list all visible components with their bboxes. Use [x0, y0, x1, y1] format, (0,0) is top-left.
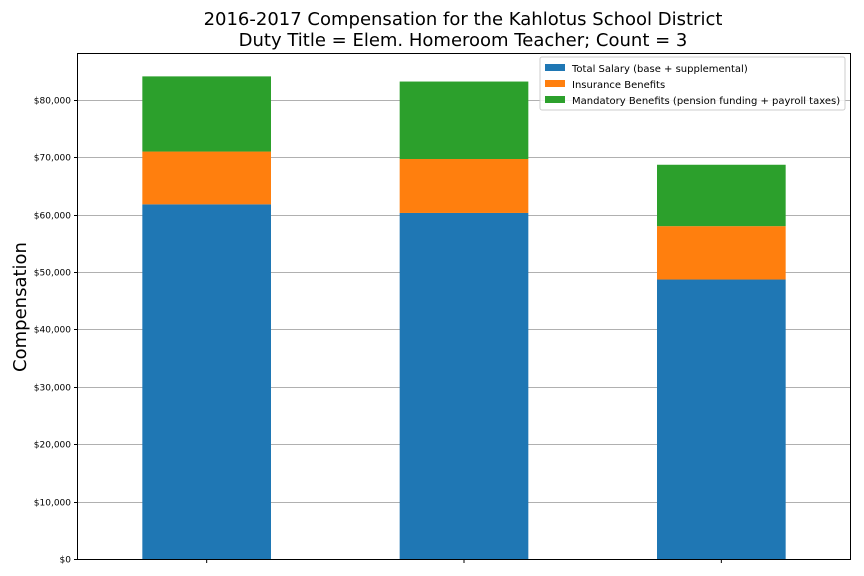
y-ticks: $0 $10,000 $20,000 $30,000 $40,000 $50,000 $60… [34, 97, 722, 566]
y-axis-label: Compensation [10, 242, 31, 372]
legend-swatch [545, 80, 565, 87]
bars [142, 76, 786, 560]
legend-swatch [545, 96, 565, 103]
chart-title-line-1: 2016-2017 Compensation for the Kahlotus … [204, 9, 723, 30]
y-tick-label: $0 [60, 556, 72, 566]
y-tick-label: $60,000 [34, 212, 71, 222]
bar-segment [399, 81, 529, 160]
legend-entry: Mandatory Benefits (pension funding + pa… [572, 96, 840, 107]
legend: Total Salary (base + supplemental) Insura… [539, 56, 846, 111]
y-tick-label: $10,000 [34, 499, 71, 509]
chart-title-line-2: Duty Title = Elem. Homeroom Teacher; Cou… [239, 30, 688, 51]
y-tick-label: $80,000 [34, 97, 71, 107]
y-tick-label: $30,000 [34, 384, 71, 394]
y-tick-label: $40,000 [34, 326, 71, 336]
bar-segment [142, 151, 271, 205]
bar-segment [399, 212, 529, 560]
y-tick-label: $70,000 [34, 154, 71, 164]
bar-segment [399, 159, 529, 213]
y-tick-label: $50,000 [34, 269, 71, 279]
legend-entry: Total Salary (base + supplemental) [571, 64, 748, 75]
legend-swatch [545, 64, 565, 71]
bar-segment [142, 76, 271, 152]
legend-entry: Insurance Benefits [572, 80, 665, 91]
bar-segment [657, 226, 786, 280]
bar-segment [657, 164, 786, 227]
legend-frame [539, 56, 846, 111]
bar-segment [142, 204, 271, 559]
plot-frame [77, 53, 851, 560]
bar-segment [657, 279, 786, 559]
y-tick-label: $20,000 [34, 441, 71, 451]
